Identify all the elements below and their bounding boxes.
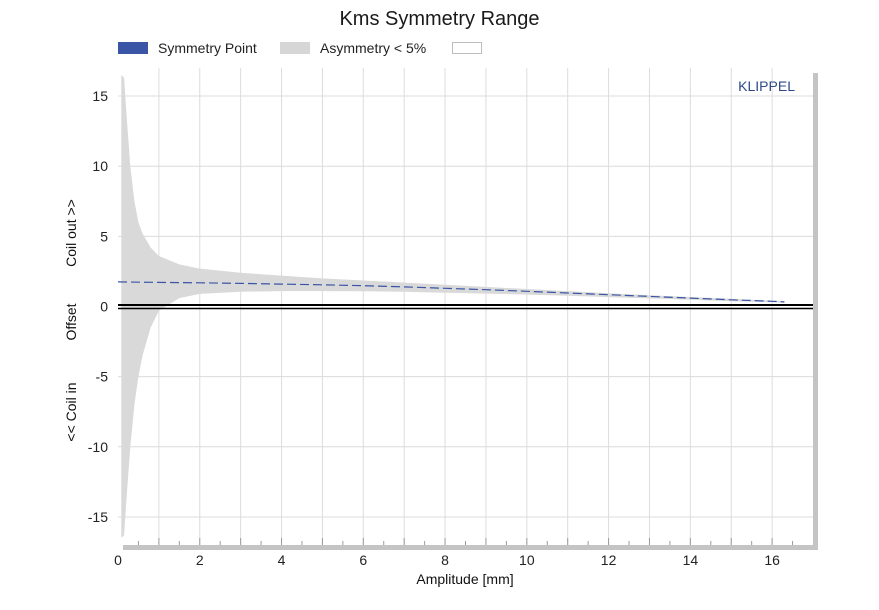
y-axis-labels: Coil out >> Offset << Coil in [63, 199, 79, 441]
y-tick-label: -10 [88, 439, 108, 455]
legend-swatch-blue [118, 42, 148, 54]
x-tick-labels: 0 2 4 6 8 10 12 14 16 [114, 552, 780, 568]
y-tick-label: 10 [92, 158, 108, 174]
zero-line [118, 304, 813, 310]
x-tick-label: 0 [114, 552, 122, 568]
x-tick-label: 6 [359, 552, 367, 568]
x-tick-label: 12 [601, 552, 617, 568]
plot-area [118, 68, 813, 545]
grid [118, 68, 813, 545]
x-tick-label: 10 [519, 552, 535, 568]
legend-swatch-empty [452, 42, 482, 54]
klippel-watermark: KLIPPEL [738, 78, 795, 94]
y-tick-label: 5 [100, 228, 108, 244]
y-axis-label-offset: Offset [63, 303, 79, 340]
minor-ticks [137, 538, 794, 545]
symmetry-point-series [117, 281, 785, 303]
x-axis-label: Amplitude [mm] [416, 571, 513, 587]
x-tick-label: 14 [683, 552, 699, 568]
y-tick-label: -15 [88, 509, 108, 525]
x-tick-label: 2 [196, 552, 204, 568]
symmetry-point-line [117, 281, 785, 303]
legend-label: Symmetry Point [158, 40, 257, 56]
x-tick-label: 4 [278, 552, 286, 568]
y-tick-labels: -15 -10 -5 0 5 10 15 [88, 88, 108, 525]
y-tick-label: 15 [92, 88, 108, 104]
chart-title: Kms Symmetry Range [339, 8, 540, 30]
legend-swatch-gray [280, 42, 310, 54]
legend-label: Asymmetry < 5% [320, 40, 427, 56]
y-axis-label-coil-out: Coil out >> [63, 199, 79, 267]
y-axis-label-coil-in: << Coil in [63, 382, 79, 441]
x-tick-label: 16 [764, 552, 780, 568]
y-tick-label: 0 [100, 299, 108, 315]
x-tick-label: 8 [441, 552, 449, 568]
y-tick-label: -5 [96, 369, 109, 385]
